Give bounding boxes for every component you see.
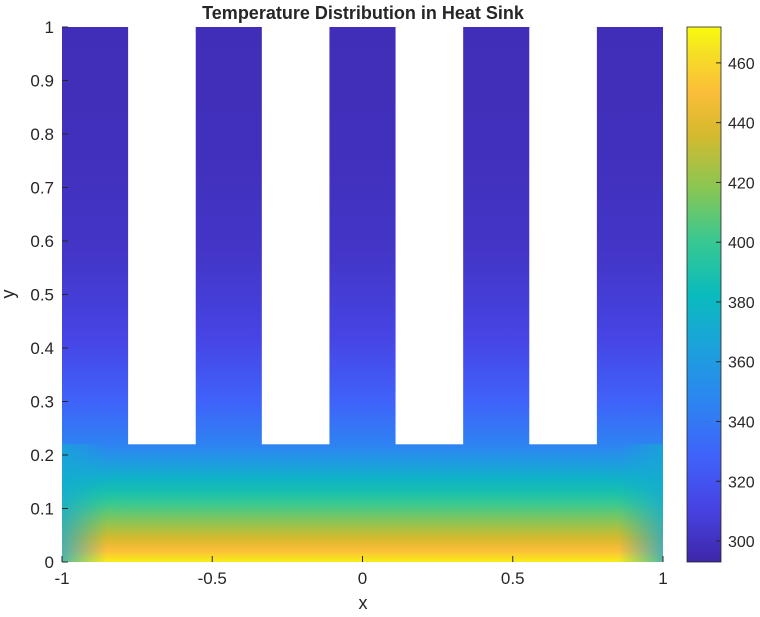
x-tick-label: 0 [358, 569, 367, 588]
heat-sink-fin-1 [62, 27, 129, 446]
y-tick-label: 0.9 [30, 72, 54, 91]
heat-sink-fin-5 [596, 27, 663, 446]
heat-sink-fin-2 [195, 27, 262, 446]
x-axis: -1 -0.5 0 0.5 1 [54, 556, 668, 588]
base-left-edge-shading [62, 444, 107, 562]
colorbar-tick-label: 440 [728, 116, 755, 133]
colorbar-tick-label: 340 [728, 415, 755, 432]
y-tick-label: 0.1 [30, 500, 54, 519]
colorbar-tick-label: 300 [728, 534, 755, 551]
y-axis: 0 0.1 0.2 0.3 0.4 0.5 0.6 0.7 0.8 0.9 1 [30, 18, 68, 572]
x-tick-label: 1 [658, 569, 667, 588]
heat-sink-fin-3 [329, 27, 396, 446]
heat-sink-base [62, 444, 663, 562]
colorbar-tick-label: 380 [728, 295, 755, 312]
x-tick-label: 0.5 [501, 569, 525, 588]
y-tick-label: 0.6 [30, 232, 54, 251]
colorbar-tick-label: 400 [728, 235, 755, 252]
colorbar-tick-label: 420 [728, 175, 755, 192]
y-tick-label: 0.8 [30, 125, 54, 144]
colorbar-tick-label: 320 [728, 474, 755, 491]
y-tick-label: 0.3 [30, 393, 54, 412]
y-tick-label: 0.2 [30, 446, 54, 465]
plot-area [62, 27, 663, 562]
y-axis-label: y [0, 290, 18, 299]
y-tick-label: 0 [45, 553, 54, 572]
colorbar-tick-label: 360 [728, 355, 755, 372]
y-tick-label: 1 [45, 18, 54, 37]
x-tick-label: -0.5 [198, 569, 227, 588]
x-axis-label: x [359, 593, 368, 612]
colorbar-tick-label: 460 [728, 56, 755, 73]
colorbar-gradient [686, 26, 722, 563]
heat-sink-fin-4 [463, 27, 530, 446]
y-tick-label: 0.4 [30, 339, 54, 358]
base-right-edge-shading [618, 444, 663, 562]
colorbar: 300 320 340 360 380 400 420 440 460 [686, 26, 755, 563]
x-tick-label: -1 [54, 569, 69, 588]
chart-title: Temperature Distribution in Heat Sink [202, 3, 525, 23]
y-tick-label: 0.7 [30, 179, 54, 198]
y-tick-label: 0.5 [30, 286, 54, 305]
